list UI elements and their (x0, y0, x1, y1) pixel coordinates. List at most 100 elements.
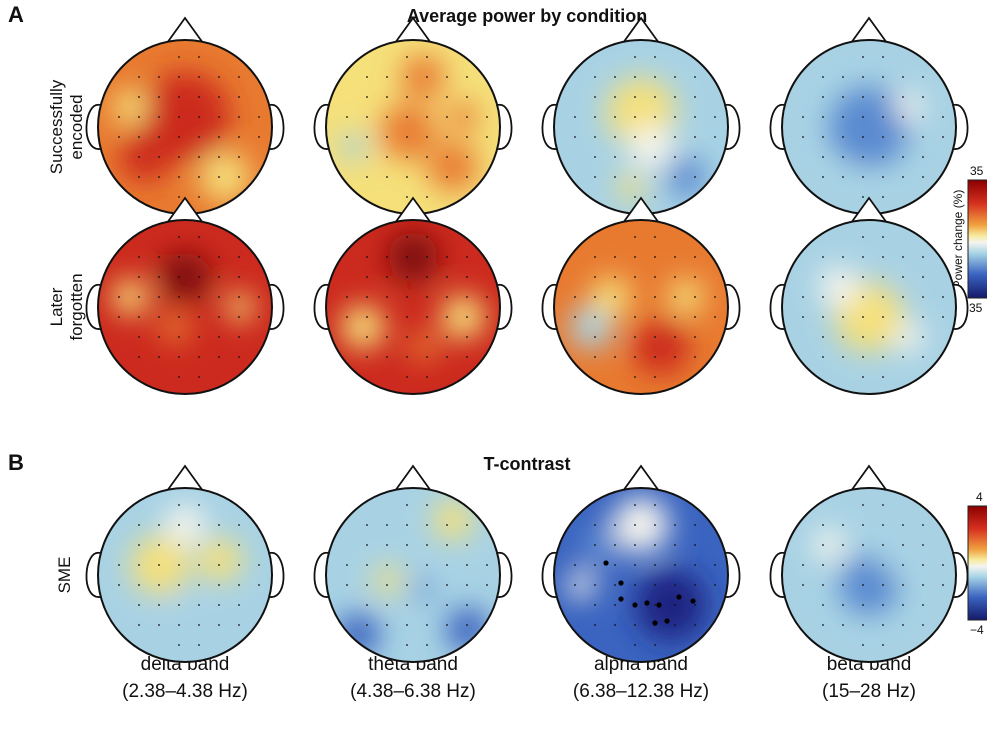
electrode (922, 544, 924, 546)
electrode (178, 56, 180, 58)
electrode (218, 316, 220, 318)
ear (85, 284, 101, 330)
electrode (406, 256, 408, 258)
electrode (446, 256, 448, 258)
row-label-line: Later (47, 287, 66, 326)
electrode (178, 156, 180, 158)
electrode (198, 604, 200, 606)
ear (313, 104, 329, 150)
electrode (158, 136, 160, 138)
electrode (406, 336, 408, 338)
electrode (802, 136, 804, 138)
electrode (138, 256, 140, 258)
electrode (406, 604, 408, 606)
electrode (594, 316, 596, 318)
colorbar-label: Power change (%) (951, 190, 965, 289)
field-blob (567, 571, 595, 599)
electrode (822, 524, 824, 526)
electrode (258, 116, 260, 118)
electrode (882, 256, 884, 258)
electrode (674, 316, 676, 318)
electrode (674, 156, 676, 158)
field-blobs (606, 77, 706, 201)
electrode (902, 316, 904, 318)
electrode (654, 176, 656, 178)
ear (497, 104, 513, 150)
electrode (862, 544, 864, 546)
electrode (674, 524, 676, 526)
electrode (574, 296, 576, 298)
electrode (654, 504, 656, 506)
electrode (822, 156, 824, 158)
electrode (634, 584, 636, 586)
electrode (178, 256, 180, 258)
electrode (406, 644, 408, 646)
electrode (138, 136, 140, 138)
electrode (258, 296, 260, 298)
electrode (386, 624, 388, 626)
electrode (178, 296, 180, 298)
electrode (238, 256, 240, 258)
field (782, 220, 956, 394)
field-blobs (339, 55, 478, 192)
electrode (862, 644, 864, 646)
significant-electrode (676, 594, 682, 600)
electrode (922, 624, 924, 626)
electrode (902, 564, 904, 566)
electrode (902, 76, 904, 78)
field-blob (413, 580, 433, 600)
electrode (862, 376, 864, 378)
electrode (882, 644, 884, 646)
nose (394, 16, 432, 44)
electrode (238, 336, 240, 338)
significant-electrode (690, 598, 696, 604)
electrode (218, 604, 220, 606)
electrode (406, 584, 408, 586)
electrode (922, 176, 924, 178)
ear (769, 552, 785, 598)
electrode (862, 256, 864, 258)
electrode (902, 96, 904, 98)
colorbar-min: −4 (970, 623, 984, 637)
head-outline (97, 219, 273, 395)
field-blobs (341, 232, 485, 362)
field-blob (581, 525, 621, 565)
electrode (842, 604, 844, 606)
electrode (902, 524, 904, 526)
electrode (574, 316, 576, 318)
electrode (594, 624, 596, 626)
electrode (574, 584, 576, 586)
electrode (922, 584, 924, 586)
electrode (614, 564, 616, 566)
electrode (466, 356, 468, 358)
field-blob (339, 133, 367, 161)
electrode (486, 296, 488, 298)
electrode (922, 136, 924, 138)
electrode (614, 256, 616, 258)
electrode (714, 136, 716, 138)
electrode (634, 376, 636, 378)
electrode (882, 96, 884, 98)
ear (953, 552, 969, 598)
electrode (614, 276, 616, 278)
electrode (426, 376, 428, 378)
field-blob (408, 332, 438, 362)
electrode (178, 116, 180, 118)
electrode (446, 624, 448, 626)
electrode (882, 604, 884, 606)
electrode (654, 356, 656, 358)
electrode (198, 116, 200, 118)
electrode (158, 96, 160, 98)
field-blob (879, 535, 919, 575)
electrode (674, 116, 676, 118)
topoplot (313, 196, 513, 395)
electrode (158, 76, 160, 78)
electrode (238, 316, 240, 318)
electrode (138, 356, 140, 358)
electrode (902, 604, 904, 606)
electrode (922, 336, 924, 338)
electrode (862, 336, 864, 338)
electrode (694, 256, 696, 258)
electrode (198, 176, 200, 178)
electrode (366, 524, 368, 526)
